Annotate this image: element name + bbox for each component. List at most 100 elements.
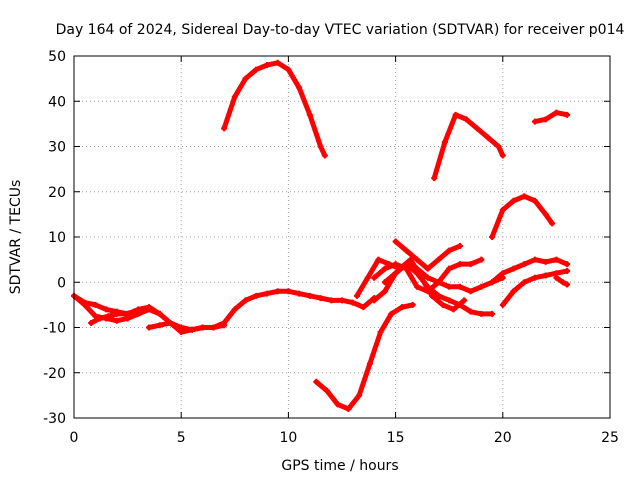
data-point xyxy=(242,75,249,82)
data-point xyxy=(467,288,474,295)
data-point xyxy=(399,304,406,311)
data-point xyxy=(253,292,260,299)
data-point xyxy=(92,301,99,308)
data-point xyxy=(313,378,320,385)
data-point xyxy=(221,125,228,132)
data-point xyxy=(542,258,549,265)
data-series xyxy=(71,59,571,412)
data-point xyxy=(463,116,470,123)
data-point xyxy=(139,306,146,313)
data-point xyxy=(446,265,453,272)
series-trace xyxy=(313,302,416,412)
data-point xyxy=(531,256,538,263)
data-point xyxy=(122,310,129,317)
data-point xyxy=(381,288,388,295)
data-point xyxy=(210,324,217,331)
data-point xyxy=(221,322,228,329)
data-point xyxy=(549,220,556,227)
data-point xyxy=(339,297,345,304)
data-point xyxy=(371,297,378,304)
x-tick-label: 25 xyxy=(601,430,619,446)
data-point xyxy=(306,292,313,299)
data-point xyxy=(564,261,571,268)
series-pass-17 xyxy=(553,274,571,288)
data-point xyxy=(388,310,395,317)
data-point xyxy=(531,197,538,204)
series-trace xyxy=(553,275,570,288)
data-point xyxy=(188,326,195,333)
data-point xyxy=(349,299,356,306)
data-point xyxy=(377,329,384,336)
data-point xyxy=(424,274,431,281)
data-point xyxy=(403,247,410,254)
data-point xyxy=(392,270,399,277)
y-tick-label: -30 xyxy=(43,411,66,427)
data-point xyxy=(148,306,155,313)
data-point xyxy=(96,315,103,322)
data-point xyxy=(484,134,491,141)
data-point xyxy=(296,84,303,91)
data-point xyxy=(478,283,485,290)
data-point xyxy=(414,265,421,272)
data-point xyxy=(489,310,496,317)
data-point xyxy=(429,292,436,299)
data-point xyxy=(431,175,438,182)
data-point xyxy=(156,310,163,317)
data-point xyxy=(418,274,425,281)
chart-title: Day 164 of 2024, Sidereal Day-to-day VTE… xyxy=(56,22,625,38)
data-point xyxy=(478,310,485,317)
data-point xyxy=(285,66,292,73)
data-point xyxy=(366,360,373,367)
series-pass-11 xyxy=(392,238,463,272)
x-tick-label: 5 xyxy=(177,430,186,446)
data-point xyxy=(407,256,414,263)
data-point xyxy=(441,138,448,145)
data-point xyxy=(499,270,506,277)
x-tick-label: 20 xyxy=(494,430,512,446)
data-point xyxy=(414,256,421,263)
data-point xyxy=(499,152,506,159)
data-point xyxy=(446,297,453,304)
data-point xyxy=(542,116,549,123)
y-tick-label: 40 xyxy=(48,94,66,110)
data-point xyxy=(285,288,292,295)
data-point xyxy=(231,306,238,313)
series-trace xyxy=(532,110,570,125)
y-tick-label: 20 xyxy=(48,185,66,201)
data-point xyxy=(510,265,517,272)
data-point xyxy=(317,295,324,302)
data-point xyxy=(489,279,496,286)
data-point xyxy=(392,238,399,245)
data-point xyxy=(446,283,453,290)
data-point xyxy=(553,274,560,281)
data-point xyxy=(435,292,442,299)
data-point xyxy=(321,152,328,159)
data-point xyxy=(499,206,506,213)
series-pass-6 xyxy=(313,301,416,412)
x-tick-label: 15 xyxy=(387,430,405,446)
data-point xyxy=(371,274,378,281)
series-pass-14 xyxy=(489,256,571,286)
data-point xyxy=(306,111,313,118)
series-pass-13 xyxy=(489,193,556,240)
data-point xyxy=(559,279,566,286)
series-pass-4 xyxy=(146,319,228,336)
data-point xyxy=(274,59,281,66)
data-point xyxy=(489,234,496,240)
data-point xyxy=(446,247,453,254)
series-trace xyxy=(431,112,506,181)
data-point xyxy=(452,111,459,118)
data-point xyxy=(450,306,457,313)
series-trace xyxy=(489,193,555,240)
data-point xyxy=(510,288,517,295)
data-point xyxy=(521,193,528,200)
y-tick-label: 10 xyxy=(48,230,66,246)
data-point xyxy=(467,261,474,268)
data-point xyxy=(381,265,388,272)
data-point xyxy=(564,267,571,274)
data-point xyxy=(178,329,185,336)
data-point xyxy=(146,324,153,331)
x-tick-label: 10 xyxy=(279,430,297,446)
data-point xyxy=(88,319,95,326)
